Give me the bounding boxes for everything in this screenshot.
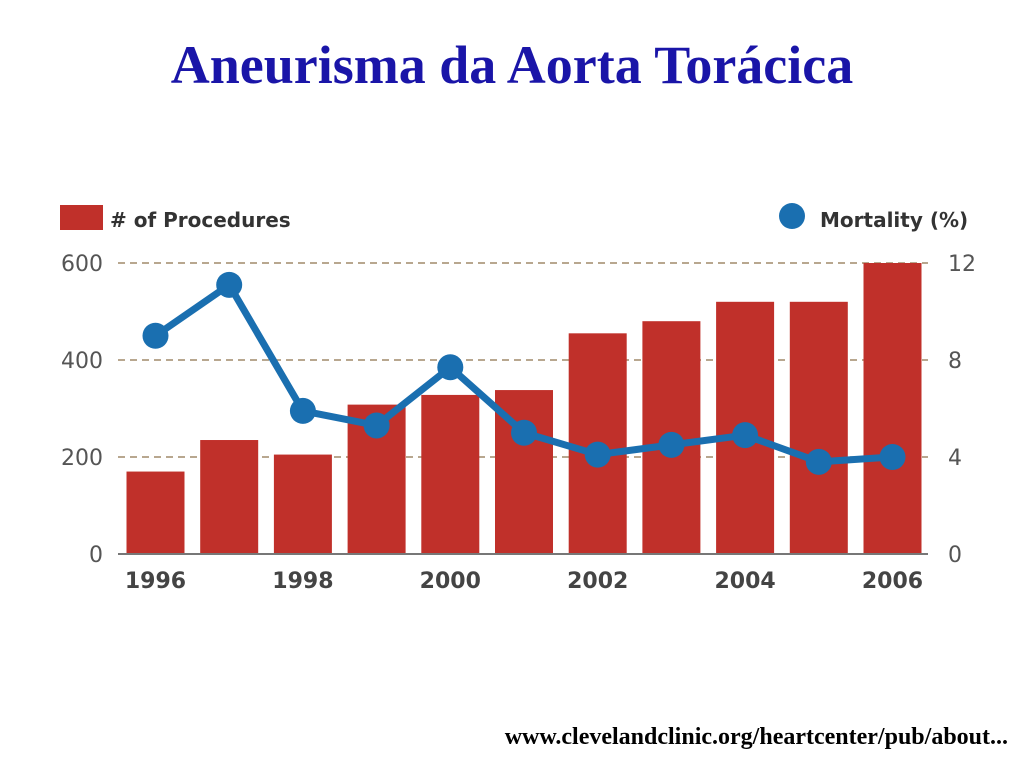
legend-marker-mortality [779,203,805,229]
mortality-point [511,419,537,446]
mortality-point [658,431,685,458]
legend-label-procedures: # of Procedures [110,208,291,232]
slide-title: Aneurisma da Aorta Torácica [170,35,854,95]
x-tick-label: 2006 [862,569,923,594]
mortality-point [289,397,316,424]
y-right-tick-label: 4 [948,446,962,471]
y-right-tick-label: 12 [948,252,976,277]
mortality-point [584,441,611,468]
y-left-tick-label: 400 [61,349,103,374]
legend-label-mortality: Mortality (%) [820,208,968,232]
x-tick-label: 2002 [567,569,628,594]
legend-swatch-procedures [60,205,103,230]
bar [421,394,480,554]
x-tick-label: 2000 [420,569,481,594]
y-left-tick-label: 600 [61,252,103,277]
mortality-point [879,444,906,470]
mortality-point [732,422,759,449]
bar [200,440,259,554]
y-left-tick-label: 0 [89,543,103,568]
x-tick-label: 1998 [272,569,333,594]
bar [863,263,922,554]
mortality-point [216,271,243,298]
source-url[interactable]: www.clevelandclinic.org/heartcenter/pub/… [504,724,1008,750]
x-tick-label: 1996 [125,569,186,594]
bar [273,454,332,554]
mortality-point [805,448,832,475]
bar [789,301,848,554]
bar [126,471,185,554]
mortality-point [437,354,464,381]
y-right-tick-label: 0 [948,543,962,568]
x-tick-label: 2004 [714,569,775,594]
y-right-tick-label: 8 [948,349,962,374]
y-left-tick-label: 200 [61,446,103,471]
mortality-point [142,322,169,349]
mortality-point [363,412,390,439]
